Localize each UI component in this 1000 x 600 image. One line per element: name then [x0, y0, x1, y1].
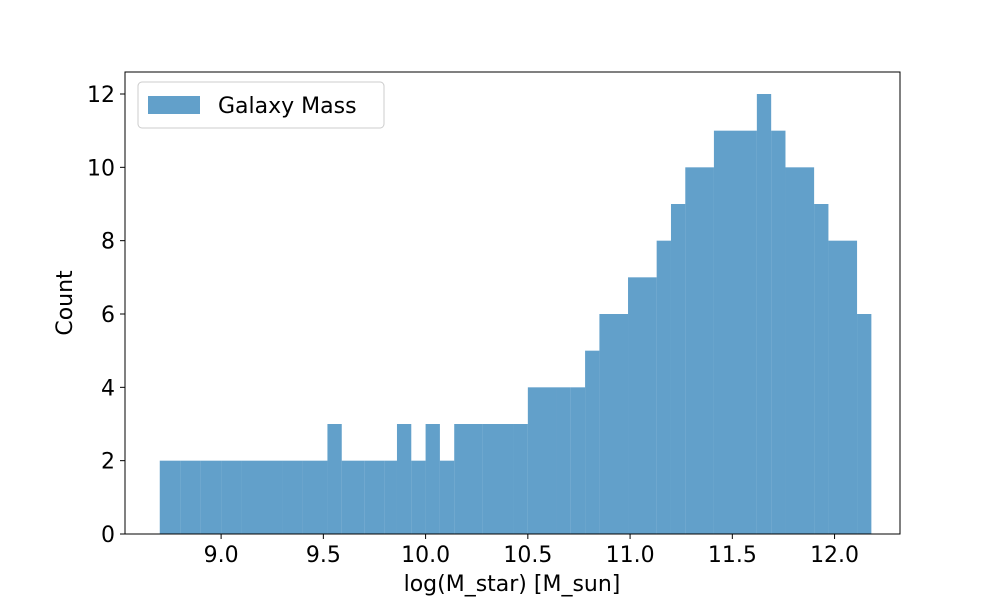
histogram-bar	[556, 387, 571, 534]
histogram-bar	[439, 460, 455, 534]
x-tick-label: 9.5	[306, 543, 341, 568]
histogram-bar	[828, 240, 858, 535]
y-tick-label: 4	[101, 376, 115, 401]
histogram-bar	[570, 387, 586, 534]
y-axis-label: Count	[53, 270, 78, 336]
histogram-bar	[384, 460, 397, 534]
histogram-bar	[180, 460, 201, 534]
histogram-bar	[241, 460, 263, 534]
histogram-bar	[628, 277, 657, 534]
histogram-bar	[282, 460, 303, 534]
histogram-bar	[454, 424, 483, 534]
histogram-bar	[656, 240, 671, 535]
histogram-bar	[771, 130, 786, 535]
bars-group	[159, 94, 872, 535]
histogram-bar	[302, 460, 328, 534]
histogram-bar	[482, 424, 514, 534]
y-tick-label: 6	[101, 303, 115, 328]
histogram-bar	[670, 204, 686, 534]
y-axis-ticks: 0 2 4 6 8 10 12	[87, 83, 125, 548]
legend-swatch	[148, 96, 200, 114]
x-tick-label: 11.5	[708, 543, 757, 568]
histogram-bar	[341, 460, 365, 534]
x-axis-label: log(M_star) [M_sun]	[404, 572, 621, 597]
legend-label: Galaxy Mass	[218, 94, 357, 119]
histogram-bar	[513, 424, 528, 534]
plot-frame	[124, 71, 901, 535]
histogram-bar	[585, 350, 600, 534]
histogram-bar	[857, 314, 872, 534]
histogram-bar	[327, 424, 342, 534]
y-tick-label: 12	[87, 83, 115, 108]
x-axis-ticks: 9.0 9.5 10.0 10.5 11.0 11.5 12.0	[204, 534, 859, 568]
histogram-bar	[785, 167, 815, 534]
histogram-bar	[599, 314, 629, 534]
histogram-bar	[200, 460, 222, 534]
histogram-bar	[396, 424, 412, 534]
x-tick-label: 10.0	[401, 543, 450, 568]
histogram-bar	[262, 460, 283, 534]
x-tick-label: 10.5	[503, 543, 552, 568]
y-tick-label: 8	[101, 230, 115, 255]
histogram-bar	[756, 94, 772, 534]
histogram-bar	[411, 460, 426, 534]
y-tick-label: 0	[101, 523, 115, 548]
histogram-bar	[814, 204, 829, 534]
legend: Galaxy Mass	[137, 81, 385, 129]
y-tick-label: 2	[101, 450, 115, 475]
x-tick-label: 9.0	[204, 543, 239, 568]
histogram-bar	[364, 460, 385, 534]
histogram-bar	[425, 424, 440, 534]
histogram-bar	[685, 167, 714, 534]
histogram-bar	[159, 460, 181, 534]
histogram-bar	[527, 387, 557, 534]
histogram-bar	[713, 130, 757, 535]
histogram-bar	[221, 460, 242, 534]
x-tick-label: 11.0	[606, 543, 655, 568]
y-tick-label: 10	[87, 156, 115, 181]
legend-box	[137, 81, 385, 129]
x-tick-label: 12.0	[810, 543, 859, 568]
